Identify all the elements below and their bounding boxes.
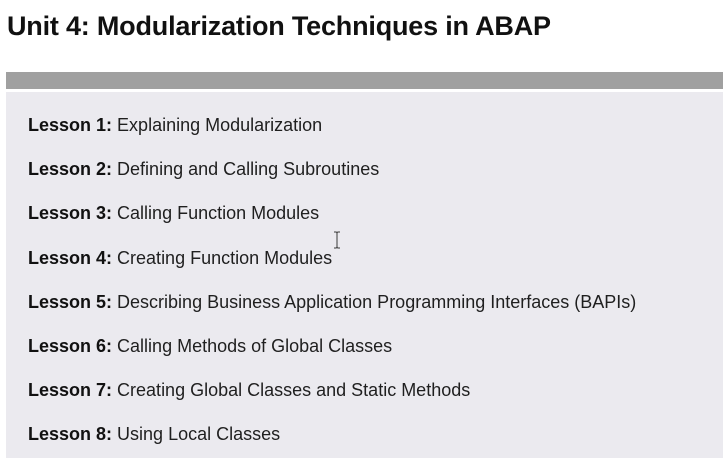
lesson-label: Lesson 3: [28,203,113,224]
title-divider-bar [6,72,723,89]
lesson-item-8: Lesson 8: Using Local Classes [28,423,636,458]
lesson-label: Lesson 4: [28,247,113,268]
lesson-item-7: Lesson 7: Creating Global Classes and St… [28,379,636,423]
lesson-item-6: Lesson 6: Calling Methods of Global Clas… [28,335,636,379]
text-cursor-icon [334,231,340,249]
lesson-title: Describing Business Application Programm… [117,291,637,312]
lesson-item-5: Lesson 5: Describing Business Applicatio… [28,291,636,335]
lesson-title: Calling Methods of Global Classes [117,335,393,356]
lesson-list: Lesson 1: Explaining Modularization Less… [28,114,636,458]
lesson-label: Lesson 1: [28,115,113,135]
lesson-title: Using Local Classes [117,424,281,445]
lesson-item-4: Lesson 4: Creating Function Modules [28,247,636,291]
lesson-item-3: Lesson 3: Calling Function Modules [28,202,636,246]
lesson-title: Creating Global Classes and Static Metho… [117,380,471,401]
lesson-panel: Lesson 1: Explaining Modularization Less… [6,92,723,458]
lesson-title: Calling Function Modules [117,203,320,224]
lesson-label: Lesson 2: [28,159,113,180]
lesson-label: Lesson 8: [28,424,113,445]
lesson-item-2: Lesson 2: Defining and Calling Subroutin… [28,158,636,202]
lesson-item-1: Lesson 1: Explaining Modularization [28,114,636,158]
lesson-title: Explaining Modularization [117,115,323,135]
lesson-title: Creating Function Modules [117,247,333,268]
lesson-title: Defining and Calling Subroutines [117,159,380,180]
unit-title: Unit 4: Modularization Techniques in ABA… [7,11,551,41]
lesson-label: Lesson 7: [28,380,113,401]
lesson-label: Lesson 6: [28,335,113,356]
lesson-label: Lesson 5: [28,291,113,312]
